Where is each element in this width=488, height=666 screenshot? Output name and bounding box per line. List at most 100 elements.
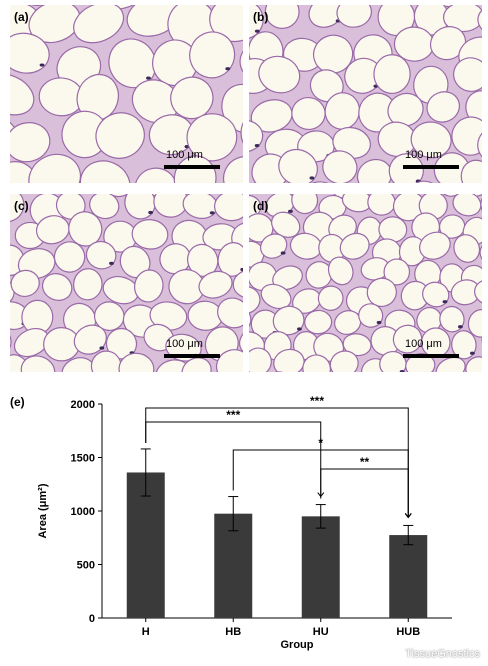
- watermark: TissueGnostics: [405, 648, 480, 660]
- cell-nucleus: [309, 176, 315, 180]
- scale-bar-line-a: [164, 165, 220, 169]
- error-bar-hub: [403, 524, 414, 546]
- adipocyte-cell: [249, 305, 252, 335]
- adipocyte-cell: [217, 297, 243, 329]
- adipocyte-cell: [322, 150, 358, 183]
- adipocyte-cell: [480, 194, 482, 219]
- error-bar-hb: [228, 496, 239, 532]
- adipocyte-cell: [453, 57, 482, 92]
- adipocyte-image-a: [10, 5, 243, 183]
- adipocyte-cell: [53, 241, 86, 273]
- adipocyte-cell: [272, 265, 303, 291]
- adipocyte-cell: [452, 194, 482, 217]
- adipocyte-cell: [10, 194, 25, 223]
- adipocyte-cell: [20, 355, 56, 372]
- scale-bar-c: 100 μm: [164, 338, 220, 364]
- cell-nucleus: [254, 143, 260, 148]
- adipocyte-cell: [477, 126, 482, 163]
- adipocyte-cell: [232, 269, 243, 299]
- adipocyte-cell: [258, 55, 301, 94]
- x-tick-label-h: H: [142, 626, 150, 638]
- adipocyte-cell: [249, 347, 272, 372]
- cell-nucleus: [254, 29, 260, 33]
- scale-bar-label-d: 100 μm: [405, 338, 442, 350]
- adipocyte-cell: [239, 39, 243, 83]
- adipocyte-cell: [118, 352, 155, 372]
- adipocyte-cell: [435, 356, 466, 372]
- cell-nucleus: [296, 327, 302, 331]
- adipocyte-cell: [73, 268, 103, 301]
- adipocyte-cell: [477, 5, 482, 37]
- x-axis-title: Group: [281, 639, 314, 651]
- adipocyte-cell: [186, 113, 238, 162]
- bar-hub: [389, 535, 428, 618]
- error-bar-h: [140, 448, 151, 497]
- adipocyte-cell: [392, 324, 423, 354]
- cell-nucleus: [469, 351, 475, 355]
- y-tick-label: 1000: [71, 506, 95, 518]
- cell-nucleus: [442, 300, 448, 304]
- cell-nucleus: [376, 320, 382, 325]
- significance-bracket: [145, 421, 325, 498]
- adipocyte-cell: [249, 119, 264, 153]
- adipocyte-cell: [317, 285, 344, 311]
- adipocyte-cell: [10, 73, 35, 116]
- x-tick-label-hb: HB: [225, 626, 241, 638]
- adipocyte-cell: [264, 5, 300, 29]
- scale-bar-line-b: [403, 165, 459, 169]
- scale-bar-a: 100 μm: [164, 149, 220, 175]
- cell-nucleus: [457, 325, 463, 329]
- y-tick-label: 2000: [71, 399, 95, 411]
- adipocyte-cell: [238, 326, 243, 356]
- adipocyte-cell: [406, 180, 442, 183]
- cell-nucleus: [99, 346, 105, 350]
- cell-nucleus: [209, 211, 215, 215]
- adipocyte-cell: [73, 5, 125, 44]
- cell-nucleus: [39, 63, 45, 67]
- adipocyte-cell: [474, 278, 482, 306]
- adipocyte-cell: [94, 5, 147, 10]
- cell-nucleus: [288, 209, 293, 213]
- adipocyte-cell: [181, 357, 212, 372]
- scale-bar-line-d: [403, 354, 459, 358]
- adipocyte-cell: [79, 160, 131, 183]
- y-tick-label: 1500: [71, 453, 95, 465]
- adipocyte-cell: [131, 219, 169, 250]
- adipocyte-cell: [133, 269, 164, 303]
- area-bar-chart: (e) 0 500 1000 1500 2000 H HB HU HUB Group Area (μm…: [10, 394, 452, 651]
- adipocyte-cell: [214, 194, 243, 222]
- adipocyte-cell: [479, 241, 482, 266]
- y-axis-title: Area (μm²): [37, 483, 49, 538]
- adipocyte-cell: [249, 194, 262, 221]
- adipocyte-cell: [28, 153, 82, 183]
- adipocyte-cell: [302, 354, 331, 372]
- adipocyte-cell: [410, 121, 452, 159]
- adipocyte-cell: [358, 303, 384, 328]
- adipocyte-cell: [10, 122, 51, 163]
- cell-nucleus: [109, 261, 114, 265]
- y-tick-label: 0: [89, 613, 95, 625]
- adipocyte-cell: [278, 148, 318, 183]
- adipocyte-cell: [439, 305, 465, 333]
- adipocyte-cell: [426, 91, 461, 123]
- panel-label-d: (d): [253, 199, 269, 213]
- adipocyte-cell: [10, 326, 12, 357]
- adipocyte-cell: [416, 306, 442, 334]
- significance-label: ***: [310, 394, 324, 408]
- scale-bar-line-c: [164, 354, 220, 358]
- cell-nucleus: [146, 76, 151, 80]
- adipocyte-cell: [366, 277, 397, 308]
- adipocyte-cell: [291, 96, 326, 130]
- histology-panel-d: (d) 100 μm: [249, 194, 482, 372]
- adipocyte-cell: [249, 5, 264, 40]
- scale-bar-label-b: 100 μm: [405, 149, 442, 161]
- cell-nucleus: [148, 210, 154, 215]
- adipocyte-cell: [339, 232, 370, 260]
- adipocyte-cell: [134, 167, 177, 183]
- adipocyte-cell: [10, 269, 40, 297]
- adipocyte-cell: [95, 112, 145, 159]
- x-tick-label-hub: HUB: [396, 626, 420, 638]
- adipocyte-cell: [249, 240, 265, 268]
- adipocyte-cell: [405, 353, 436, 372]
- significance-label: **: [360, 455, 370, 469]
